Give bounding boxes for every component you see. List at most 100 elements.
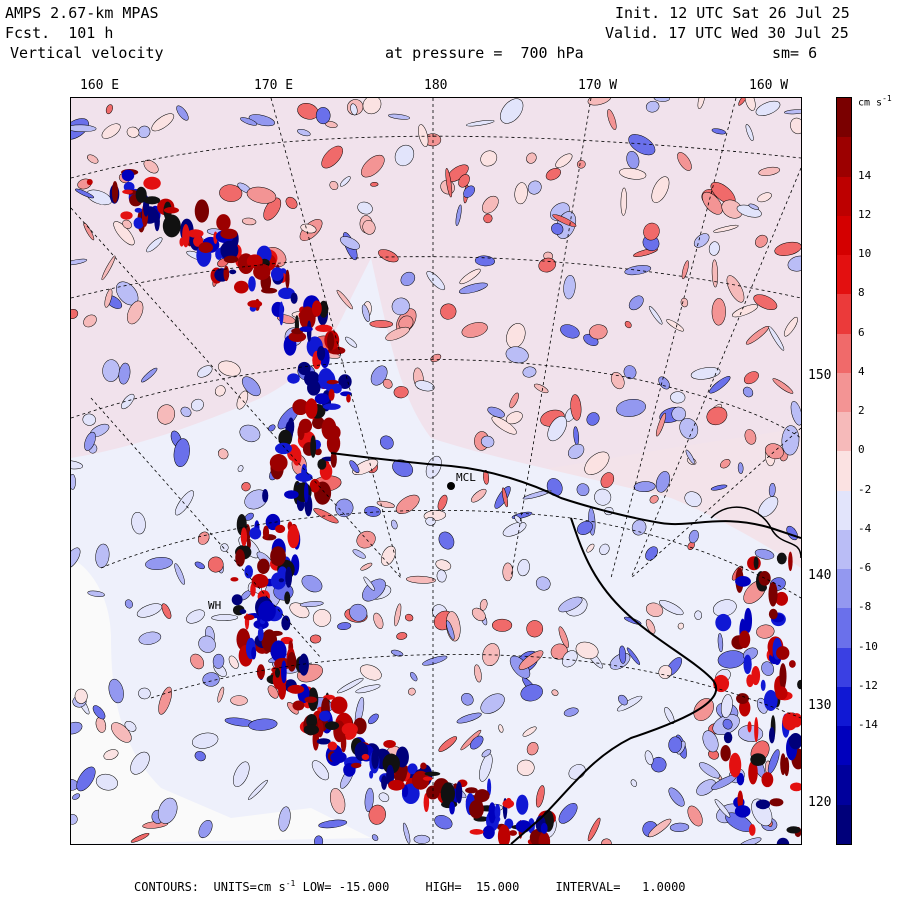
graticule (71, 98, 801, 844)
coastal-patch (748, 824, 756, 836)
velocity-patch (437, 494, 448, 511)
velocity-patch (702, 730, 719, 753)
mountain-patch (287, 373, 300, 384)
velocity-patch (600, 472, 615, 489)
velocity-patch (126, 126, 140, 138)
coastal-patch (735, 576, 751, 587)
velocity-patch (658, 376, 670, 390)
velocity-patch (151, 113, 175, 132)
velocity-patch (594, 488, 612, 506)
velocity-patch (589, 324, 608, 340)
mountain-patch (292, 447, 302, 466)
velocity-patch (790, 401, 801, 426)
grounding-line (510, 517, 718, 844)
velocity-patch (311, 760, 330, 781)
velocity-patch (104, 288, 113, 308)
mountain-patch (369, 770, 374, 779)
velocity-patch (83, 314, 97, 328)
velocity-patch (624, 320, 632, 329)
velocity-patch (71, 258, 88, 266)
station-label-mcl: MCL (456, 471, 476, 484)
velocity-patch (410, 671, 418, 682)
velocity-patch (545, 167, 561, 181)
transantarctic-mountain-band (86, 169, 801, 844)
velocity-patch (143, 159, 159, 174)
mountain-patch (299, 326, 313, 332)
velocity-patches (71, 98, 801, 844)
velocity-patch (669, 822, 690, 832)
velocity-patch (378, 249, 399, 263)
velocity-patch (248, 779, 268, 800)
mountain-patch (135, 186, 147, 203)
colorbar-tick-label: 8 (858, 286, 865, 300)
velocity-patch (790, 117, 801, 135)
mountain-patch (239, 609, 247, 614)
velocity-patch (620, 187, 627, 216)
velocity-patch (568, 443, 585, 459)
mountain-patch (488, 802, 496, 824)
mountain-patch (371, 748, 379, 769)
velocity-patch (157, 404, 176, 425)
mountain-patch (303, 724, 319, 735)
velocity-patch (158, 686, 173, 715)
coastal-patch (750, 753, 766, 766)
velocity-patch (774, 241, 801, 256)
coastal-patch (729, 752, 742, 778)
velocity-patch (702, 191, 723, 215)
velocity-patch (696, 779, 716, 796)
velocity-patch (434, 815, 453, 830)
velocity-patch (349, 460, 360, 474)
velocity-patch (141, 367, 158, 383)
velocity-patch (71, 814, 78, 825)
velocity-patch (336, 289, 353, 310)
coastal-patch (784, 757, 790, 777)
velocity-patch (145, 557, 173, 570)
velocity-patch (301, 575, 323, 593)
coastal-patch (775, 686, 788, 700)
velocity-patch (371, 834, 379, 841)
mountain-patch (278, 287, 295, 300)
velocity-patch (361, 304, 371, 322)
velocity-patch (551, 223, 564, 235)
colorbar-tick-label: 12 (858, 207, 872, 221)
mountain-patch (540, 822, 548, 834)
velocity-patch (664, 706, 675, 725)
mountain-patch (234, 280, 249, 294)
units-exponent: -1 (285, 879, 296, 888)
velocity-patch (422, 655, 448, 666)
velocity-patch (396, 632, 408, 640)
velocity-patch (558, 626, 569, 649)
colorbar-tick-label: 6 (858, 325, 865, 339)
mountain-patch (277, 566, 288, 581)
velocity-patch (526, 620, 544, 638)
ross-ice-front (330, 452, 801, 539)
mountain-patch (388, 779, 405, 791)
mountain-patch (307, 380, 321, 396)
mountain-patch (440, 782, 455, 806)
velocity-patch (563, 275, 576, 300)
mountain-patch (120, 211, 133, 220)
velocity-patch (562, 650, 578, 668)
velocity-patch (787, 255, 801, 272)
velocity-patch (393, 386, 409, 399)
coastal-patch (715, 613, 732, 632)
mountain-patch (469, 799, 484, 819)
velocity-patch (483, 470, 490, 485)
mountain-patch (426, 785, 440, 800)
velocity-patch (505, 411, 523, 425)
velocity-patch (191, 732, 219, 749)
velocity-patch (236, 390, 249, 410)
mountain-patch (284, 490, 299, 499)
velocity-patch (362, 98, 382, 115)
mountain-patch (383, 739, 396, 748)
velocity-patch (555, 153, 573, 168)
init-time: Init. 12 UTC Sat 26 Jul 25 (615, 4, 850, 22)
field-name: Vertical velocity (10, 44, 164, 62)
velocity-patch (186, 609, 205, 624)
velocity-patch (337, 677, 364, 694)
colorbar-tick-label: -8 (858, 600, 872, 614)
velocity-patch (455, 204, 462, 227)
velocity-patch (501, 487, 509, 508)
velocity-patch (744, 98, 756, 111)
coastal-patch (788, 551, 793, 572)
